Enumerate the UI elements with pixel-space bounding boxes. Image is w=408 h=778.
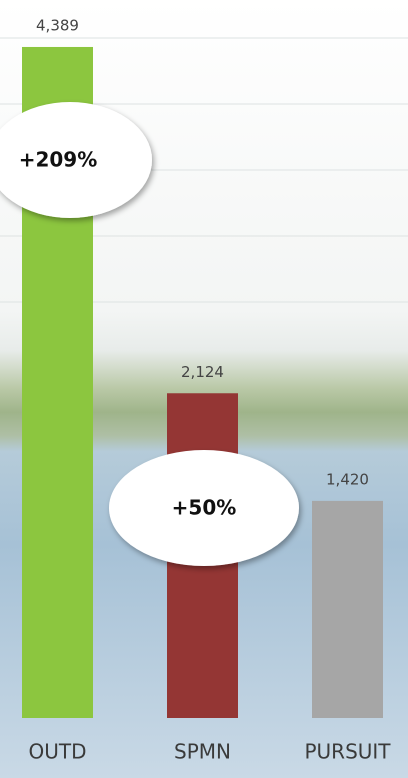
value-label: 4,389	[36, 16, 79, 34]
annotation: +209%	[19, 148, 98, 172]
annotation: +50%	[172, 496, 237, 520]
callout	[109, 450, 299, 566]
callout	[0, 102, 152, 218]
x-tick-label: SPMN	[174, 740, 231, 764]
x-tick-label: OUTD	[29, 740, 87, 764]
x-tick-label: PURSUIT	[304, 740, 391, 764]
value-label: 1,420	[326, 470, 369, 488]
value-label: 2,124	[181, 363, 224, 381]
bar	[312, 500, 383, 718]
